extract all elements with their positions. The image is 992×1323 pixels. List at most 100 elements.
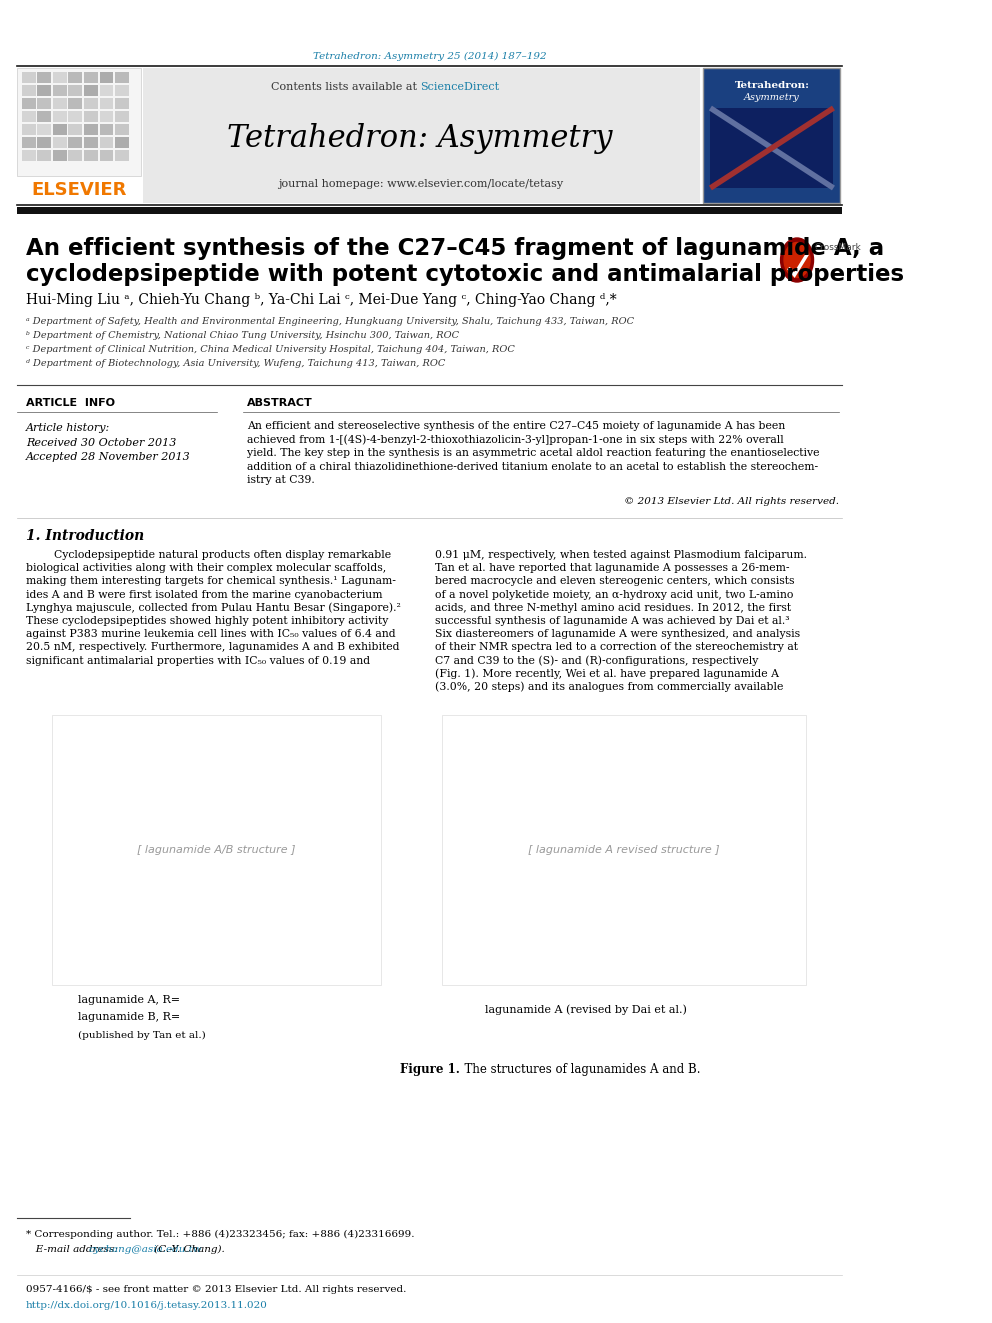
Bar <box>17 67 141 176</box>
Bar <box>53 98 66 108</box>
Text: achieved from 1-[(4S)-4-benzyl-2-thioxothiazolicin-3-yl]propan-1-one in six step: achieved from 1-[(4S)-4-benzyl-2-thioxot… <box>247 434 784 445</box>
Text: http://dx.doi.org/10.1016/j.tetasy.2013.11.020: http://dx.doi.org/10.1016/j.tetasy.2013.… <box>26 1301 268 1310</box>
Text: Hui-Ming Liu ᵃ, Chieh-Yu Chang ᵇ, Ya-Chi Lai ᶜ, Mei-Due Yang ᶜ, Ching-Yao Chang : Hui-Ming Liu ᵃ, Chieh-Yu Chang ᵇ, Ya-Chi… <box>26 292 617 307</box>
Text: Lynghya majuscule, collected from Pulau Hantu Besar (Singapore).²: Lynghya majuscule, collected from Pulau … <box>26 602 401 613</box>
Text: (Fig. 1). More recently, Wei et al. have prepared lagunamide A: (Fig. 1). More recently, Wei et al. have… <box>434 668 779 679</box>
Text: lagunamide A, R=: lagunamide A, R= <box>78 995 181 1005</box>
Bar <box>99 98 113 108</box>
Bar <box>84 98 98 108</box>
Text: The structures of lagunamides A and B.: The structures of lagunamides A and B. <box>457 1064 701 1077</box>
Bar <box>68 71 82 83</box>
Text: [ lagunamide A/B structure ]: [ lagunamide A/B structure ] <box>137 845 296 855</box>
Text: * Corresponding author. Tel.: +886 (4)23323456; fax: +886 (4)23316699.: * Corresponding author. Tel.: +886 (4)23… <box>26 1229 415 1238</box>
Ellipse shape <box>781 238 813 282</box>
Text: ABSTRACT: ABSTRACT <box>247 398 312 407</box>
Bar <box>99 149 113 161</box>
Bar <box>22 149 36 161</box>
Bar <box>22 98 36 108</box>
Bar <box>68 149 82 161</box>
Text: yield. The key step in the synthesis is an asymmetric acetal aldol reaction feat: yield. The key step in the synthesis is … <box>247 448 819 458</box>
Bar <box>22 138 36 148</box>
Text: Tan et al. have reported that lagunamide A possesses a 26-mem-: Tan et al. have reported that lagunamide… <box>434 564 790 573</box>
Bar <box>68 111 82 122</box>
Text: against P383 murine leukemia cell lines with IC₅₀ values of 6.4 and: against P383 murine leukemia cell lines … <box>26 630 396 639</box>
Bar <box>53 149 66 161</box>
Bar <box>710 108 833 188</box>
Bar <box>84 149 98 161</box>
Bar <box>99 111 113 122</box>
Text: ides A and B were first isolated from the marine cyanobacterium: ides A and B were first isolated from th… <box>26 590 383 599</box>
Text: An efficient synthesis of the C27–C45 fragment of lagunamide A, a: An efficient synthesis of the C27–C45 fr… <box>26 237 884 259</box>
Bar <box>143 67 700 202</box>
Bar <box>115 149 129 161</box>
Text: of a novel polyketide moiety, an α-hydroxy acid unit, two L-amino: of a novel polyketide moiety, an α-hydro… <box>434 590 794 599</box>
Text: of their NMR spectra led to a correction of the stereochemistry at: of their NMR spectra led to a correction… <box>434 643 798 652</box>
Text: significant antimalarial properties with IC₅₀ values of 0.19 and: significant antimalarial properties with… <box>26 656 370 665</box>
Bar <box>38 124 52 135</box>
Bar <box>441 714 806 986</box>
Bar <box>38 71 52 83</box>
Text: acids, and three N-methyl amino acid residues. In 2012, the first: acids, and three N-methyl amino acid res… <box>434 603 791 613</box>
Bar <box>99 71 113 83</box>
Bar <box>84 138 98 148</box>
Bar <box>115 98 129 108</box>
Text: Contents lists available at: Contents lists available at <box>271 82 421 93</box>
Text: Accepted 28 November 2013: Accepted 28 November 2013 <box>26 452 190 462</box>
Bar <box>22 111 36 122</box>
Text: CrossMark: CrossMark <box>814 243 861 253</box>
Text: ᶜ Department of Clinical Nutrition, China Medical University Hospital, Taichung : ᶜ Department of Clinical Nutrition, Chin… <box>26 345 515 355</box>
Bar <box>84 111 98 122</box>
Bar <box>53 111 66 122</box>
Text: cychang@asia.edu.tw: cychang@asia.edu.tw <box>88 1245 202 1253</box>
Text: Article history:: Article history: <box>26 423 110 433</box>
Text: bered macrocycle and eleven stereogenic centers, which consists: bered macrocycle and eleven stereogenic … <box>434 577 795 586</box>
Bar <box>115 124 129 135</box>
Text: Tetrahedron: Asymmetry: Tetrahedron: Asymmetry <box>227 123 613 153</box>
Text: cyclodepsipeptide with potent cytotoxic and antimalarial properties: cyclodepsipeptide with potent cytotoxic … <box>26 262 904 286</box>
Bar <box>17 206 842 214</box>
Text: istry at C39.: istry at C39. <box>247 475 314 486</box>
Bar <box>38 138 52 148</box>
Bar <box>84 71 98 83</box>
Bar <box>84 85 98 97</box>
Bar <box>53 124 66 135</box>
Bar <box>38 85 52 97</box>
Text: Six diastereomers of lagunamide A were synthesized, and analysis: Six diastereomers of lagunamide A were s… <box>434 630 800 639</box>
Text: ELSEVIER: ELSEVIER <box>31 181 127 198</box>
Text: E-mail address:: E-mail address: <box>26 1245 121 1253</box>
Text: ᵇ Department of Chemistry, National Chiao Tung University, Hsinchu 300, Taiwan, : ᵇ Department of Chemistry, National Chia… <box>26 332 459 340</box>
Bar <box>38 149 52 161</box>
Bar <box>22 71 36 83</box>
Bar <box>68 98 82 108</box>
Bar <box>52 714 381 986</box>
Text: lagunamide B, R=: lagunamide B, R= <box>78 1012 181 1021</box>
Bar <box>84 124 98 135</box>
Bar <box>99 138 113 148</box>
Text: C7 and C39 to the (S)- and (R)-configurations, respectively: C7 and C39 to the (S)- and (R)-configura… <box>434 655 758 665</box>
Text: journal homepage: www.elsevier.com/locate/tetasy: journal homepage: www.elsevier.com/locat… <box>278 179 562 189</box>
Text: (3.0%, 20 steps) and its analogues from commercially available: (3.0%, 20 steps) and its analogues from … <box>434 681 784 692</box>
Bar <box>115 138 129 148</box>
Text: ARTICLE  INFO: ARTICLE INFO <box>26 398 115 407</box>
Text: (C.-Y. Chang).: (C.-Y. Chang). <box>151 1245 225 1254</box>
Bar <box>68 124 82 135</box>
Text: successful synthesis of lagunamide A was achieved by Dai et al.³: successful synthesis of lagunamide A was… <box>434 617 790 626</box>
Text: Asymmetry: Asymmetry <box>744 93 800 102</box>
Text: Received 30 October 2013: Received 30 October 2013 <box>26 438 177 448</box>
Bar <box>99 124 113 135</box>
Bar <box>115 111 129 122</box>
Text: 0.91 μM, respectively, when tested against Plasmodium falciparum.: 0.91 μM, respectively, when tested again… <box>434 550 806 560</box>
Text: These cyclodepsipeptides showed highly potent inhibitory activity: These cyclodepsipeptides showed highly p… <box>26 617 388 626</box>
Bar <box>22 85 36 97</box>
Bar <box>68 138 82 148</box>
Text: 20.5 nM, respectively. Furthermore, lagunamides A and B exhibited: 20.5 nM, respectively. Furthermore, lagu… <box>26 643 400 652</box>
Text: 0957-4166/$ - see front matter © 2013 Elsevier Ltd. All rights reserved.: 0957-4166/$ - see front matter © 2013 El… <box>26 1286 407 1294</box>
Text: addition of a chiral thiazolidinethione-derived titanium enolate to an acetal to: addition of a chiral thiazolidinethione-… <box>247 462 818 471</box>
Bar <box>115 71 129 83</box>
Ellipse shape <box>784 242 810 278</box>
Bar <box>38 98 52 108</box>
Bar <box>99 85 113 97</box>
Bar <box>38 111 52 122</box>
Text: © 2013 Elsevier Ltd. All rights reserved.: © 2013 Elsevier Ltd. All rights reserved… <box>624 497 838 507</box>
Bar <box>53 138 66 148</box>
